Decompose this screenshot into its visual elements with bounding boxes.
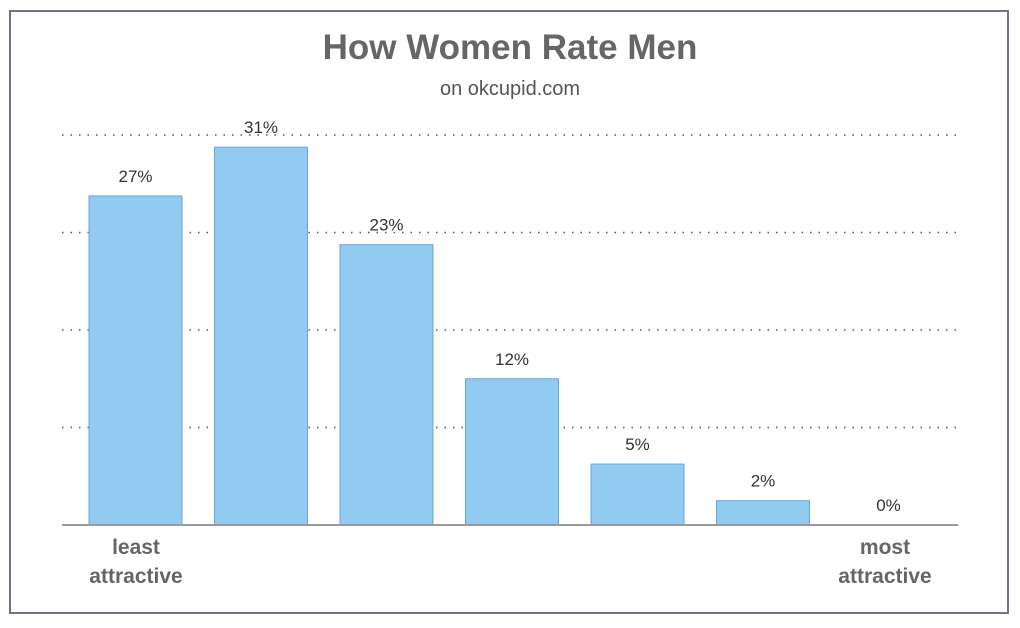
data-label-4: 12% <box>495 350 529 369</box>
x-axis-label-right-line-2: attractive <box>838 565 932 588</box>
bar-6 <box>716 500 810 526</box>
x-axis-label-right-line-1: most <box>859 536 911 559</box>
x-axis-label-most-attractive: most attractive <box>810 533 960 591</box>
x-axis-label-least-attractive: least attractive <box>62 533 210 591</box>
data-label-3: 23% <box>369 216 403 235</box>
data-label-1: 27% <box>118 167 152 186</box>
bar-2 <box>214 146 308 526</box>
data-labels: 27% 31% 23% 12% 5% 2% 0% <box>118 118 900 515</box>
chart-subtitle: on okcupid.com <box>439 78 581 100</box>
data-label-6: 2% <box>751 472 776 491</box>
x-axis-label-left-line-2: attractive <box>89 565 183 588</box>
data-label-5: 5% <box>625 435 650 454</box>
bar-4 <box>465 378 559 526</box>
chart-title: How Women Rate Men <box>322 28 698 67</box>
bars <box>88 146 810 526</box>
x-axis-label-left-line-1: least <box>112 536 160 559</box>
bar-1 <box>88 195 183 526</box>
data-label-2: 31% <box>244 118 278 137</box>
bar-3 <box>339 244 434 526</box>
bar-5 <box>590 463 685 526</box>
data-label-7: 0% <box>876 496 901 515</box>
